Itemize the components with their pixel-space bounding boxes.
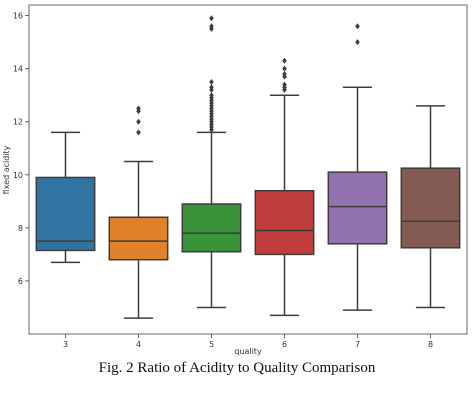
iqr-box [327, 171, 388, 245]
y-axis-label: fixed acidity [2, 145, 11, 194]
x-axis-ticks: 3 4 5 6 7 8 [63, 334, 433, 349]
iqr-box [35, 176, 96, 252]
x-tick-label: 3 [63, 340, 68, 349]
x-tick-label: 4 [136, 340, 141, 349]
outlier-point [282, 57, 287, 64]
outlier-point [282, 70, 287, 77]
x-tick-label: 5 [209, 340, 214, 349]
y-tick-label: 16 [13, 12, 23, 21]
y-axis-ticks: 6 8 10 12 14 16 [13, 12, 29, 286]
box-quality-3 [35, 131, 96, 264]
x-axis-label: quality [234, 347, 262, 356]
x-tick-label: 8 [428, 340, 433, 349]
outlier-point [136, 129, 141, 136]
y-tick-label: 10 [13, 171, 23, 180]
y-tick-label: 8 [18, 224, 23, 233]
box-quality-5 [181, 15, 242, 309]
outlier-point [209, 15, 214, 22]
figure-caption: Fig. 2 Ratio of Acidity to Quality Compa… [98, 360, 376, 376]
y-tick-label: 14 [13, 65, 23, 74]
outlier-point [282, 81, 287, 88]
y-tick-label: 6 [18, 277, 23, 286]
iqr-box [254, 189, 315, 256]
plot-frame [28, 4, 468, 335]
box-quality-4 [108, 105, 169, 319]
box-quality-6 [254, 57, 315, 317]
box-series [35, 15, 461, 319]
outlier-point [355, 39, 360, 46]
outlier-point [209, 23, 214, 30]
y-tick-label: 12 [13, 118, 23, 127]
outlier-point [282, 65, 287, 72]
iqr-box [400, 167, 461, 249]
box-quality-7 [327, 23, 388, 311]
box-quality-8 [400, 105, 461, 309]
x-tick-label: 6 [282, 340, 287, 349]
outlier-point [209, 84, 214, 91]
outlier-point [136, 105, 141, 112]
outlier-point [136, 118, 141, 125]
outlier-point [209, 92, 214, 99]
outlier-point [355, 23, 360, 30]
iqr-box [108, 216, 169, 261]
outlier-point [209, 78, 214, 85]
x-tick-label: 7 [355, 340, 360, 349]
iqr-box [181, 203, 242, 253]
